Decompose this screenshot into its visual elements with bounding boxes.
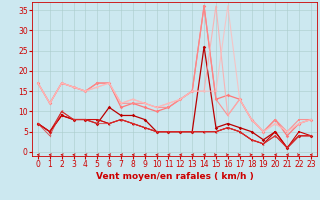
X-axis label: Vent moyen/en rafales ( km/h ): Vent moyen/en rafales ( km/h ): [96, 172, 253, 181]
